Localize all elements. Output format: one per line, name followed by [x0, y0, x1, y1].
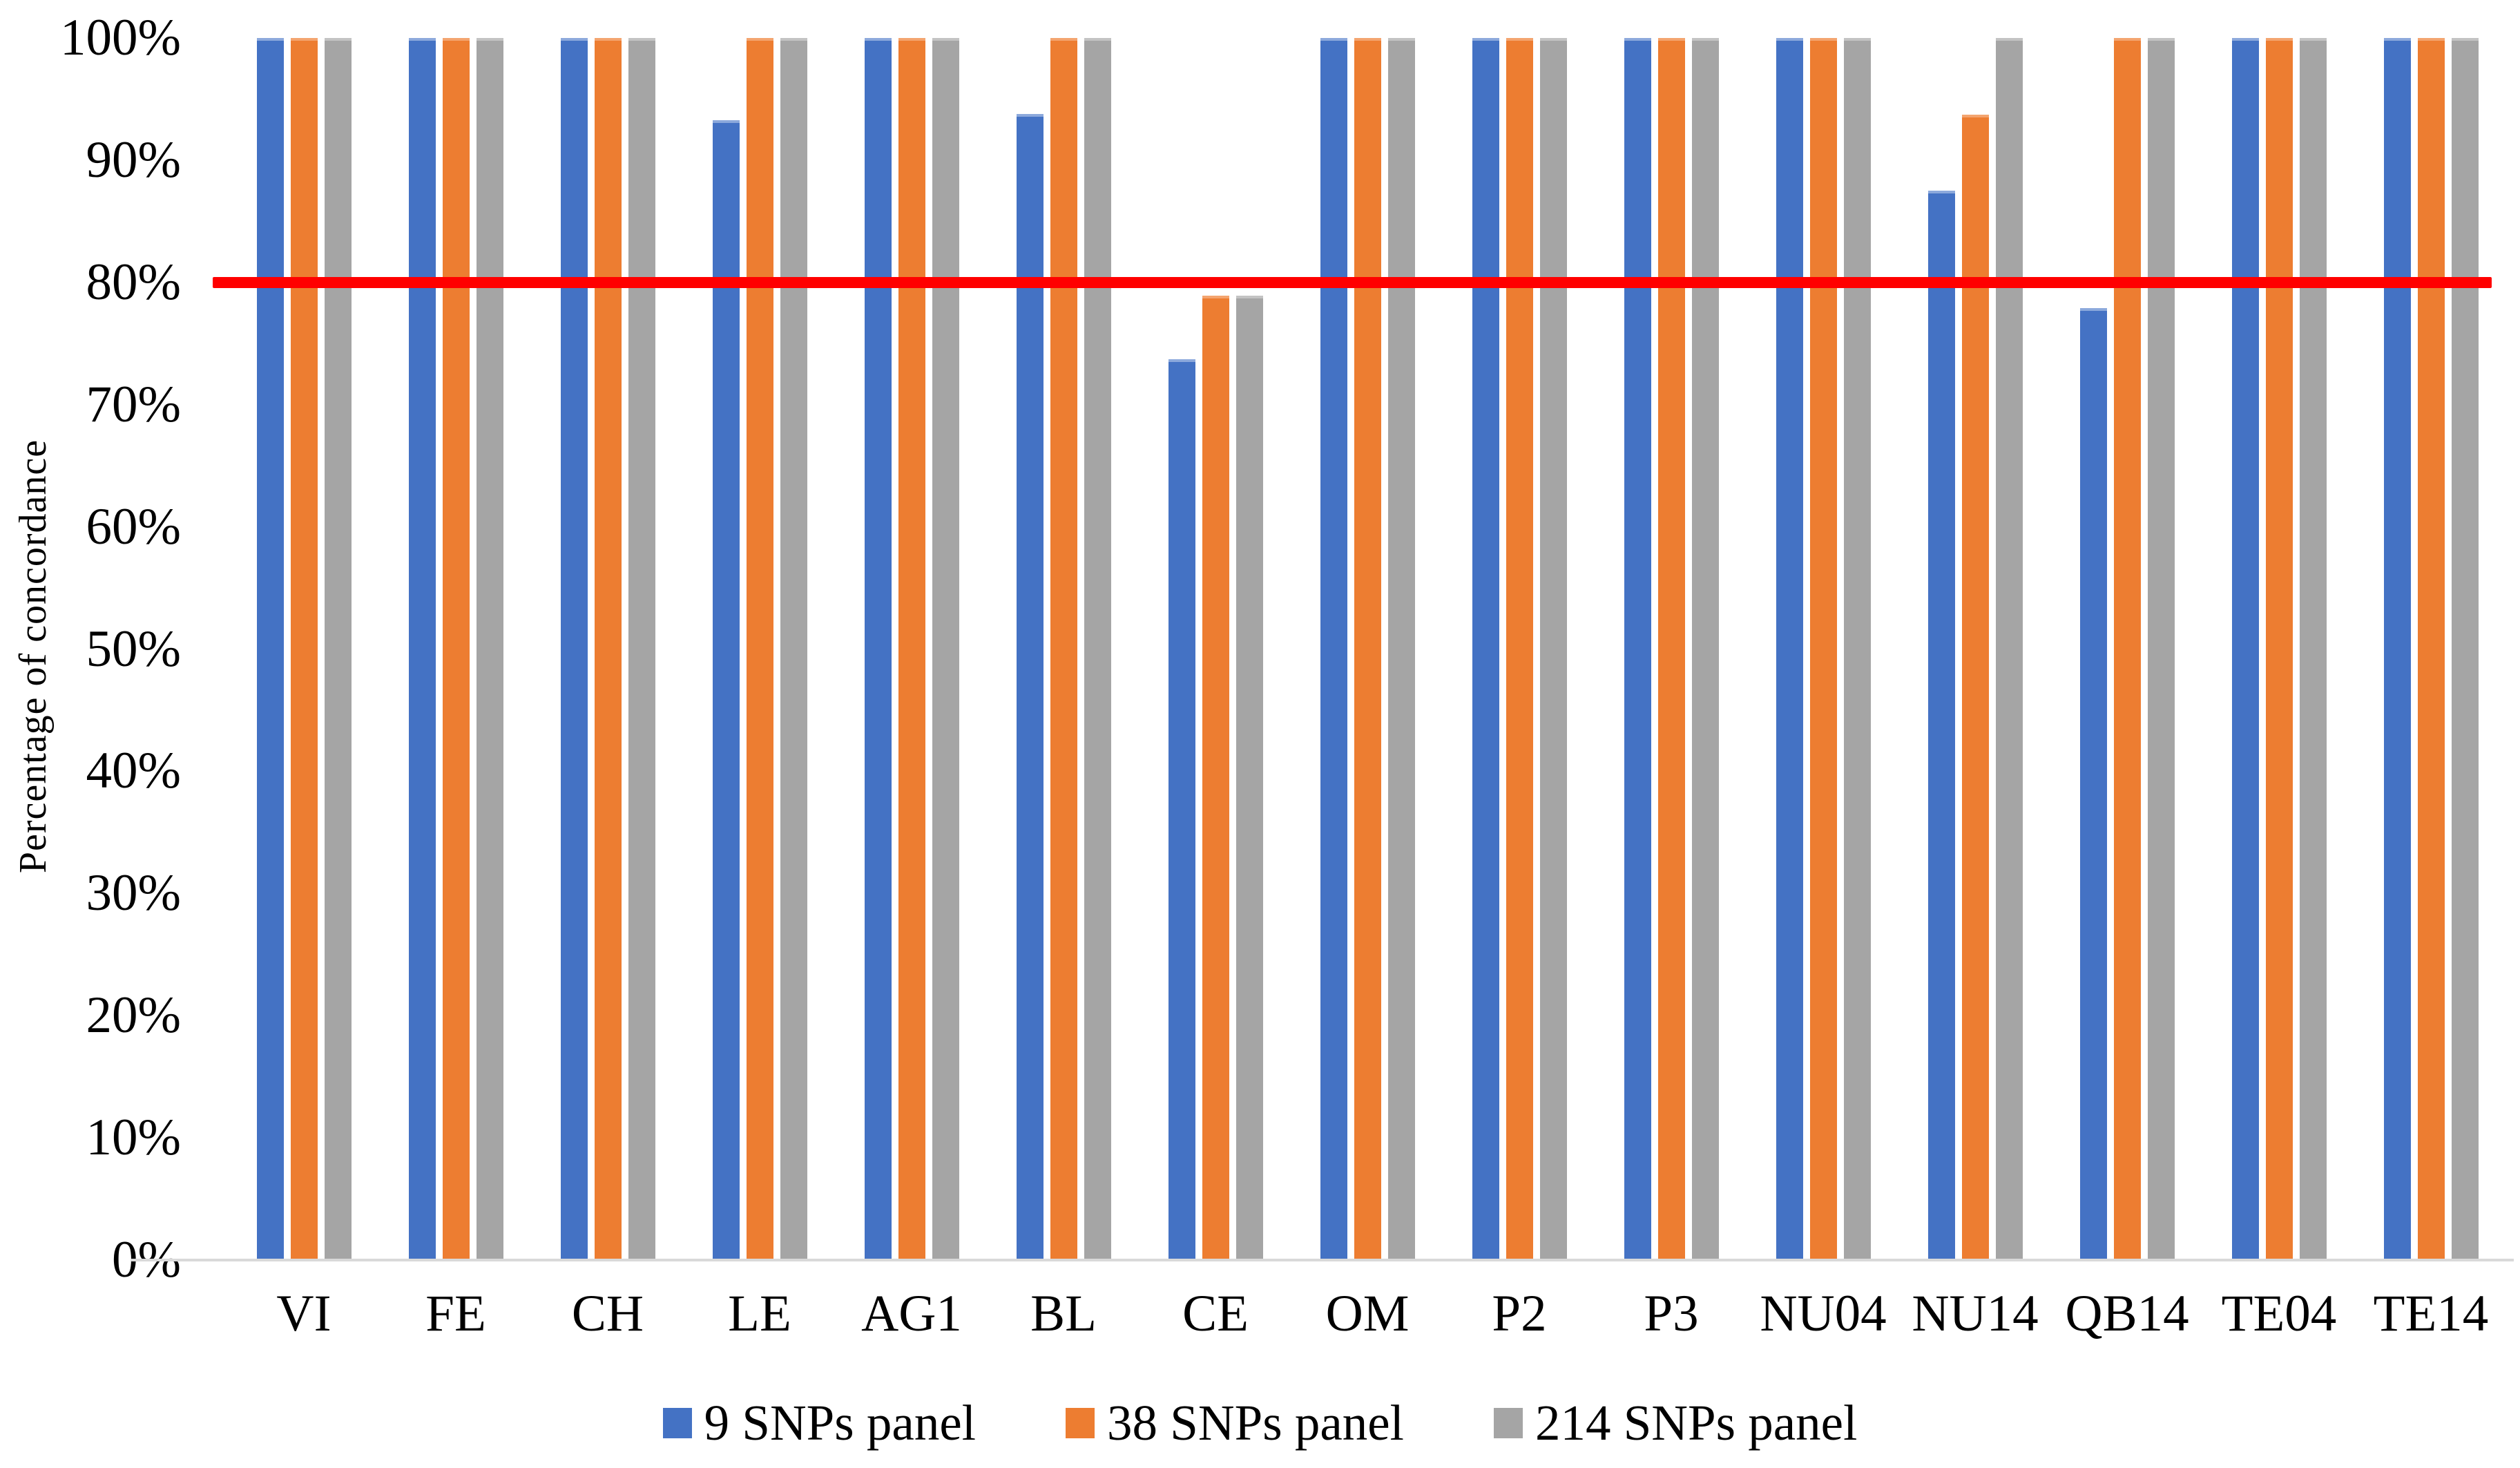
y-tick-label-90: 90% [86, 131, 181, 189]
bar-ag1-9-snps-panel [864, 38, 892, 1260]
x-tick-label-nu14: NU14 [1912, 1285, 2039, 1342]
bar-le-9-snps-panel [712, 120, 740, 1260]
bar-fe-38-snps-panel [442, 38, 470, 1260]
bar-qb14-9-snps-panel [2079, 307, 2107, 1260]
bar-bl-9-snps-panel [1016, 113, 1043, 1260]
x-tick-label-vi: VI [276, 1285, 331, 1342]
y-tick-label-70: 70% [86, 375, 181, 433]
y-tick-label-50: 50% [86, 620, 181, 678]
bar-nu04-38-snps-panel [1809, 38, 1837, 1260]
bar-ch-214-snps-panel [628, 38, 655, 1260]
bar-qb14-214-snps-panel [2147, 38, 2175, 1260]
legend-label-214-snps-panel: 214 SNPs panel [1535, 1395, 1858, 1451]
bar-bl-214-snps-panel [1084, 38, 1111, 1260]
x-axis-line [131, 1259, 2514, 1261]
bar-nu14-214-snps-panel [1995, 38, 2023, 1260]
bar-te14-9-snps-panel [2383, 38, 2411, 1260]
bar-te14-214-snps-panel [2451, 38, 2479, 1260]
bar-om-214-snps-panel [1387, 38, 1415, 1260]
bar-ch-38-snps-panel [594, 38, 622, 1260]
x-tick-label-p2: P2 [1492, 1285, 1547, 1342]
bar-om-9-snps-panel [1320, 38, 1347, 1260]
threshold-line-80-percent [213, 276, 2492, 288]
bar-nu14-9-snps-panel [1927, 191, 1955, 1260]
bar-le-38-snps-panel [746, 38, 773, 1260]
bar-nu14-38-snps-panel [1961, 115, 1989, 1260]
x-tick-label-te14: TE14 [2373, 1285, 2489, 1342]
legend-item-214-snps-panel: 214 SNPs panel [1493, 1389, 1858, 1458]
bar-om-38-snps-panel [1354, 38, 1381, 1260]
y-tick-label-20: 20% [86, 986, 181, 1045]
bar-p2-38-snps-panel [1506, 38, 1533, 1260]
x-tick-label-om: OM [1325, 1285, 1410, 1342]
y-tick-label-10: 10% [86, 1109, 181, 1167]
bar-vi-38-snps-panel [290, 38, 318, 1260]
bar-fe-214-snps-panel [476, 38, 503, 1260]
bar-ce-38-snps-panel [1202, 296, 1229, 1260]
y-tick-label-80: 80% [86, 253, 181, 311]
x-tick-label-p3: P3 [1644, 1285, 1699, 1342]
legend-label-38-snps-panel: 38 SNPs panel [1107, 1395, 1404, 1451]
legend-item-38-snps-panel: 38 SNPs panel [1066, 1389, 1404, 1458]
bar-p3-9-snps-panel [1624, 38, 1651, 1260]
bar-ag1-38-snps-panel [898, 38, 925, 1260]
x-tick-label-ce: CE [1182, 1285, 1249, 1342]
bar-qb14-38-snps-panel [2113, 38, 2141, 1260]
x-tick-label-le: LE [728, 1285, 791, 1342]
y-tick-label-60: 60% [86, 497, 181, 555]
bar-vi-9-snps-panel [256, 38, 284, 1260]
x-tick-label-te04: TE04 [2221, 1285, 2337, 1342]
legend-item-9-snps-panel: 9 SNPs panel [662, 1389, 977, 1458]
x-tick-label-fe: FE [425, 1285, 486, 1342]
bar-le-214-snps-panel [780, 38, 807, 1260]
bar-ce-214-snps-panel [1235, 296, 1263, 1260]
legend-swatch-38-snps-panel [1066, 1408, 1095, 1438]
legend-swatch-214-snps-panel [1493, 1408, 1523, 1438]
bar-p3-38-snps-panel [1657, 38, 1685, 1260]
bar-nu04-9-snps-panel [1776, 38, 1803, 1260]
legend-swatch-9-snps-panel [662, 1408, 692, 1438]
bar-te04-9-snps-panel [2231, 38, 2259, 1260]
y-tick-label-30: 30% [86, 864, 181, 922]
bar-ch-9-snps-panel [560, 38, 588, 1260]
x-tick-label-nu04: NU04 [1760, 1285, 1887, 1342]
bar-ce-9-snps-panel [1168, 359, 1195, 1260]
bar-te04-38-snps-panel [2265, 38, 2293, 1260]
bar-te04-214-snps-panel [2299, 38, 2327, 1260]
bar-te14-38-snps-panel [2417, 38, 2445, 1260]
legend-label-9-snps-panel: 9 SNPs panel [704, 1395, 977, 1451]
bar-fe-9-snps-panel [408, 38, 436, 1260]
x-tick-label-bl: BL [1030, 1285, 1097, 1342]
legend: 9 SNPs panel 38 SNPs panel 214 SNPs panel [0, 1389, 2520, 1458]
bar-p2-9-snps-panel [1472, 38, 1499, 1260]
bar-nu04-214-snps-panel [1843, 38, 1871, 1260]
bar-ag1-214-snps-panel [932, 38, 959, 1260]
y-tick-label-40: 40% [86, 742, 181, 800]
y-tick-label-100: 100% [60, 9, 181, 66]
x-tick-label-ag1: AG1 [861, 1285, 962, 1342]
bar-p3-214-snps-panel [1691, 38, 1719, 1260]
bar-p2-214-snps-panel [1539, 38, 1567, 1260]
x-tick-label-qb14: QB14 [2065, 1285, 2189, 1342]
bar-bl-38-snps-panel [1050, 38, 1077, 1260]
bar-vi-214-snps-panel [324, 38, 352, 1260]
x-tick-label-ch: CH [571, 1285, 644, 1342]
